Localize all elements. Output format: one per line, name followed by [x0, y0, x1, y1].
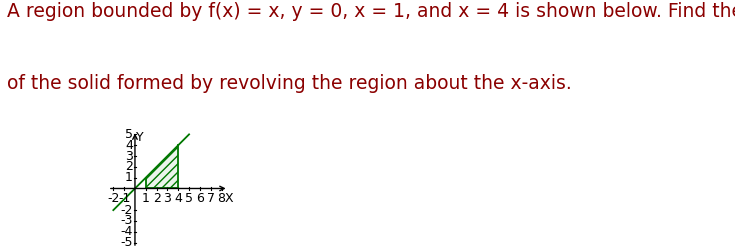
Text: -4: -4	[121, 225, 133, 238]
Text: X: X	[225, 192, 234, 205]
Text: 1: 1	[142, 192, 150, 205]
Text: -2: -2	[121, 204, 133, 217]
Text: 2: 2	[125, 160, 133, 173]
Text: Y: Y	[136, 131, 144, 144]
Text: 3: 3	[163, 192, 171, 205]
Text: -5: -5	[121, 236, 133, 248]
Text: -3: -3	[121, 215, 133, 227]
Text: -2: -2	[107, 192, 120, 205]
Text: -1: -1	[118, 192, 130, 205]
Text: 3: 3	[125, 150, 133, 162]
Text: 4: 4	[125, 139, 133, 152]
Text: of the solid formed by revolving the region about the x-axis.: of the solid formed by revolving the reg…	[7, 74, 572, 93]
Text: 5: 5	[125, 128, 133, 141]
Text: A region bounded by f(x) = x, y = 0, x = 1, and x = 4 is shown below. Find the v: A region bounded by f(x) = x, y = 0, x =…	[7, 2, 735, 22]
Text: 5: 5	[185, 192, 193, 205]
Text: 6: 6	[196, 192, 204, 205]
Text: 1: 1	[125, 171, 133, 184]
Text: 7: 7	[207, 192, 215, 205]
Text: 2: 2	[153, 192, 160, 205]
Text: 4: 4	[174, 192, 182, 205]
Text: 8: 8	[218, 192, 226, 205]
